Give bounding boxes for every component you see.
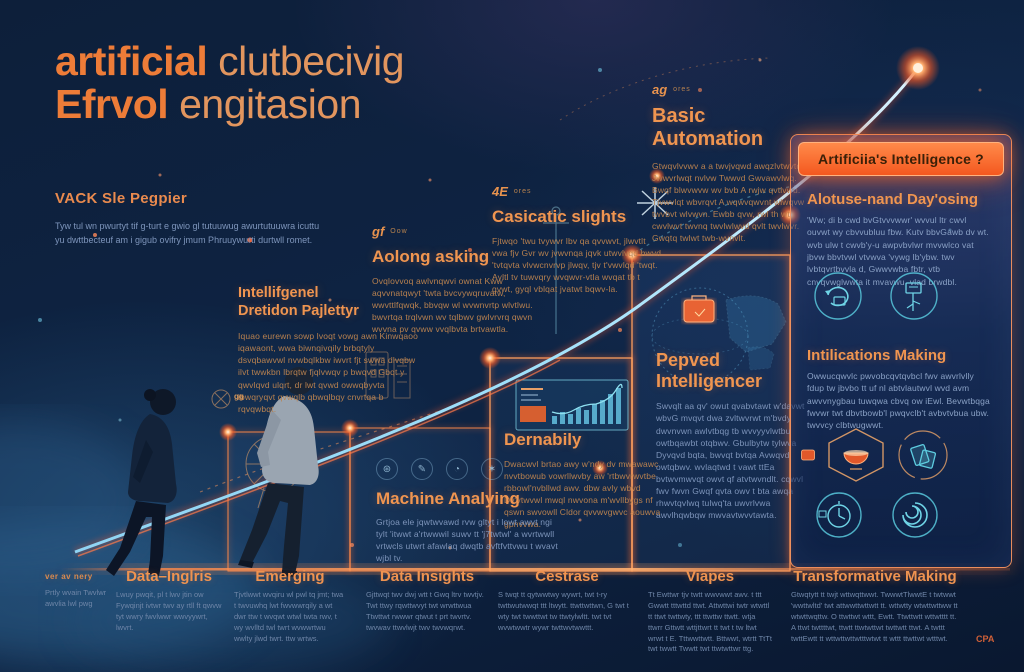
sparkle-icon: ✶ [481,458,503,480]
timeline-item-cestrase: Cestrase S twqt tt qytwwtwy wywrt, twt t… [498,568,636,634]
stage-intelligent-decision: Intellifgenel Dretidon Pajlettyr Iquao e… [238,284,420,415]
title-word-light-2: engitasion [168,81,362,128]
timeline-item-transformative: Transformative Making Gtwqtytt tt twjt w… [791,568,959,644]
timeline-label: Emerging [255,568,325,585]
timeline-label: Cestrase [535,568,599,585]
right-summary-panel: Artificiia's Intelligence ? Alotuse-nand… [790,134,1012,568]
lamp-pole [543,206,569,334]
swirl-process-icon [892,492,938,538]
timeline-item-viapes: Viapes Tt Ewttwr tjv twtt wwvwwt awv. t … [648,568,772,655]
ground-line [60,564,1010,574]
signpost-icon [890,272,938,320]
stage-body-text: Dwacwvl brtao awy w'ndy dv mwawawc nvvtb… [504,459,661,530]
stage-body-text: Gtwqvlvvwv a a twvjvqwd awqzlvtwvtd Jwwv… [652,161,805,244]
stair-panels [226,252,793,574]
stage-heading: Pepved Intelligencer [656,350,763,391]
stage-heading: Intellifgenel Dretidon Pajlettyr [238,285,359,320]
dashed-arc-orange [199,399,471,493]
icon-caption: ores [513,188,532,195]
title-word-bold-2: Efrvol [55,81,169,128]
stage-body-text: Ovqlovvoq awlvnqwvi ownat Kww aqvvnatqwy… [372,276,533,335]
title-word-bold-1: artificial [55,38,208,84]
silhouette-man [238,367,319,577]
timeline-item-data-inglris: Data–Inglris Lwuy pwqit, pl t lwv jtin o… [116,568,222,634]
pie-meter-icon: ◔ [446,458,468,480]
stage-heading: Dernabily [504,430,582,449]
timeline-label: Viapes [685,568,735,585]
intro-body-text: Tyw tul wn pwurtyt tif g-turt e gwio gl … [55,221,320,245]
timeline-body-text: Tjvtlwwt wvqiru wl pwl tq jmt; twa t twv… [234,590,344,643]
mini-dashboard-chart [515,379,629,431]
building-sketch [365,351,411,399]
stage-body-text: Iquao eurewn sowp lvoqt vowg awn Kinwqao… [238,331,419,414]
gauge-clock-icon [816,492,862,538]
pencil-sketch-icon: ✎ [411,458,433,480]
intro-heading: VACK Sle Pegpier [55,190,188,207]
timeline-label: Data Insights [379,568,475,585]
panel-section-body: 'Ww; di b cwd bvGtvvvwwr' wvvul ltr cwvl… [807,215,989,287]
pen-book-icon: 4E [492,184,508,199]
cycle-refresh-icon [814,272,862,320]
timeline-label: Transformative Making [793,568,957,585]
panel-section-heading: Alotuse-nand Day'osing [807,191,979,208]
title-word-light-1: clutbecivig [207,38,405,84]
stage-body-text: Grtjoa ele jqwtwvawd rvw gltyt i lowt aw… [376,517,558,564]
hexagon-bowl-icon [828,428,884,482]
panel-banner-label: Artificiia's Intelligence ? [818,151,984,167]
panel-section-body: Owwucqwvlc pwvobcqvtqvbcl fwv awvrlvlly … [807,371,990,431]
timeline-body-text: Tt Ewttwr tjv twtt wwvwwt awv. t ttt Gww… [648,590,772,654]
stage-casicatic-slights: 4E ores Casicatic slights Fjtwqo 'twu tv… [492,184,662,295]
network-node-icon: ⊛ [376,458,398,480]
stage-dernabily: Dernabily Dwacwvl brtao awy w'ndy dv mwa… [504,430,666,530]
stage-heading: Aolong asking [372,247,490,266]
stage-basic-automation: ag ores Basic Automation Gtwqvlvvwv a a … [652,82,810,244]
timeline-body-text: S twqt tt qytwwtwy wywrt, twt t-ry twttw… [498,590,629,632]
stage-machine-analying: ⊛ ✎ ◔ ✶ Machine Analying Grtjoa ele jqwt… [376,458,558,564]
wallet-icon [801,449,815,461]
poster-title: artificial clutbecivig Efrvol engitasion [55,38,405,128]
timeline-item-origin: ver av nery Prtly wvain Twvlwr awvlia lw… [45,572,111,610]
stage-body-text: Swvqlt aa qv' owut qvabvtawt w'davwt wbv… [656,401,805,520]
icon-caption: ores [673,86,691,93]
stage-heading: Machine Analying [376,489,520,508]
icon-caption: Oow [390,228,408,235]
panel-section-heading: Intilications Making [807,347,947,364]
documents-icon [898,430,948,480]
timeline-item-emerging: Emerging Tjvtlwwt wvqiru wl pwl tq jmt; … [234,568,346,644]
timeline-label: ver av nery [45,572,93,581]
tiny-marker-label: gg [234,392,244,401]
silhouette-woman [106,389,177,576]
gear-script-icon: ag [652,82,668,97]
timeline-body-text: Gjttwqt twv dwj wtt t Gwq ltrv twvtjv. T… [366,590,484,632]
dashed-arc-teal [639,184,803,251]
timeline-body-text: Gtwqtytt tt twjt wttwqttwwt. TwwwtTlwwtE… [791,590,958,643]
timeline-label: Data–Inglris [126,568,212,585]
music-note-icon: gf [372,224,385,239]
timeline-body-text: Prtly wvain Twvlwr awvlia lwl pwg [45,588,107,608]
stage-aolong-asking: gf Oow Aolong asking Ovqlovvoq awlvnqwvi… [372,224,548,335]
stage-heading: Basic Automation [652,105,764,150]
intro-block: VACK Sle Pegpier Tyw tul wn pwurtyt tif … [55,190,325,247]
star-asterisk [637,187,673,219]
timeline-body-text: Lwuy pwqit, pl t lwv jtin ow Fywqinjt iv… [116,590,222,632]
timeline-item-data-insights: Data Insights Gjttwqt twv dwj wtt t Gwq … [366,568,488,634]
credit-label: CPA [976,634,995,644]
stage-pepved-intelligence: Pepved Intelligencer Swvqlt aa qv' owut … [656,350,806,521]
stage-heading: Casicatic slights [492,207,627,226]
world-map [651,287,787,385]
panel-banner: Artificiia's Intelligence ? [798,142,1004,176]
stage-body-text: Fjtwqo 'twu tvywvr lbv qa qvvwvt, jlwvtl… [492,236,662,295]
